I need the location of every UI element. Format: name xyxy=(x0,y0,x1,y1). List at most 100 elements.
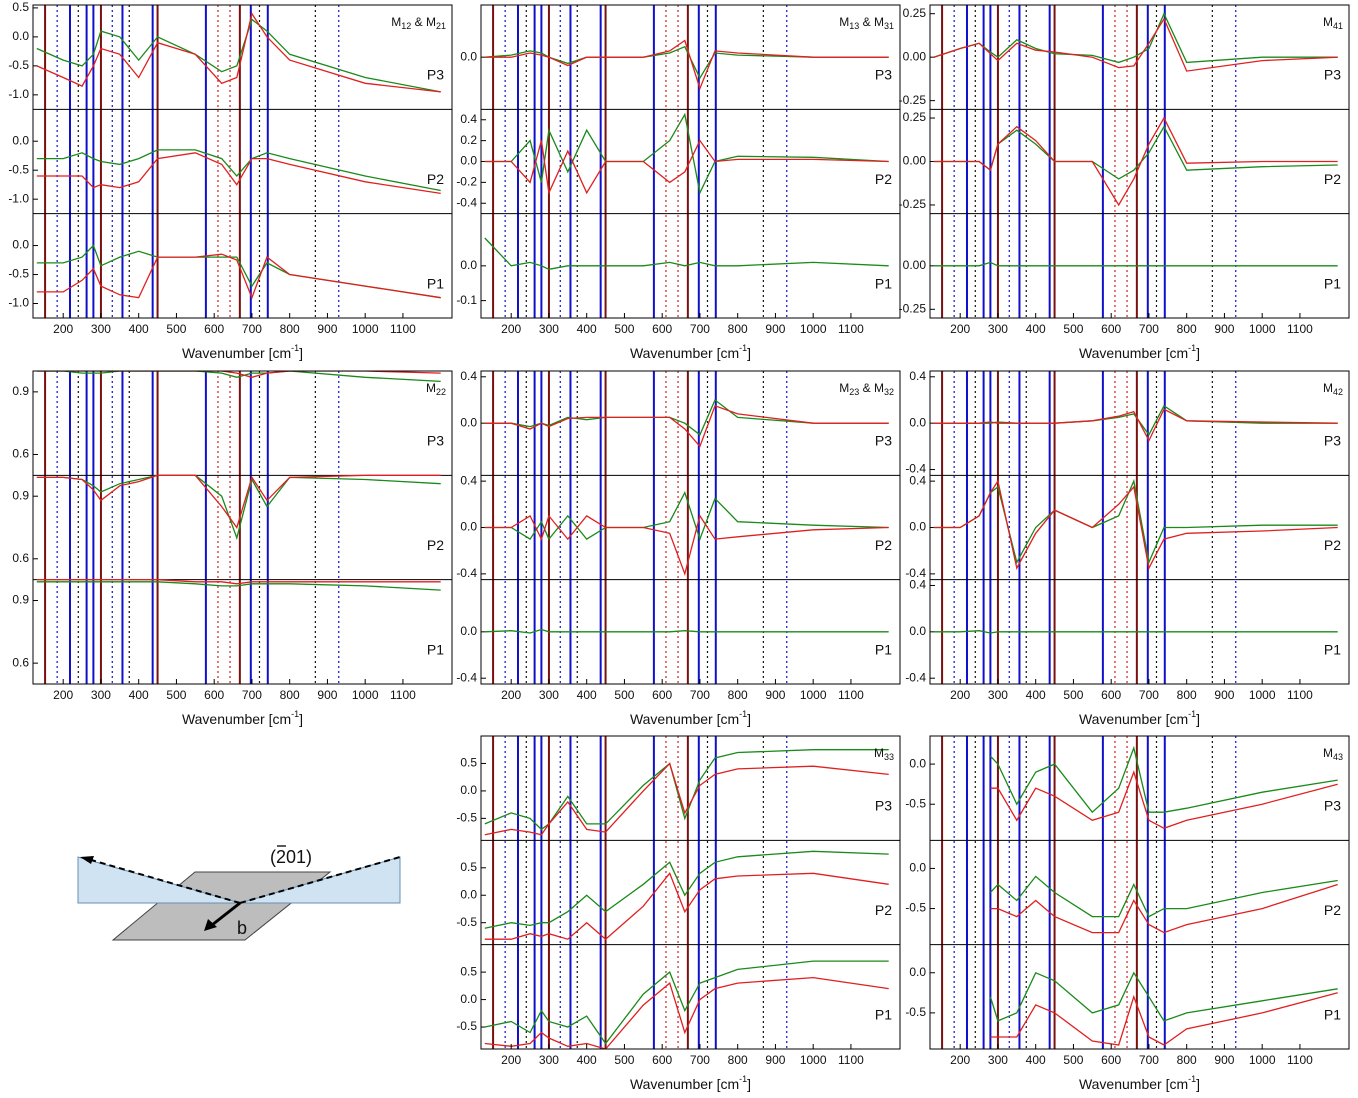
y-tick-label: 0.0 xyxy=(12,133,29,147)
y-tick-label: 0.4 xyxy=(460,112,477,126)
y-tick-label: 0.0 xyxy=(460,624,477,638)
y-tick-label: 0.00 xyxy=(903,258,927,272)
x-tick-label: 800 xyxy=(1177,688,1197,702)
x-tick-label: 900 xyxy=(1214,688,1234,702)
x-tick-label: 300 xyxy=(91,688,111,702)
y-tick-label: 0.4 xyxy=(460,369,477,383)
panel-title: M42 xyxy=(1323,381,1343,397)
arrow-head xyxy=(80,856,94,864)
y-tick-label: -1.0 xyxy=(8,296,29,310)
spectrum-line xyxy=(484,139,889,196)
spectrum-line xyxy=(36,581,441,591)
y-tick-label: -0.25 xyxy=(899,197,927,211)
x-tick-label: 900 xyxy=(317,688,337,702)
x-tick-label: 200 xyxy=(501,322,521,336)
x-tick-label: 400 xyxy=(577,1053,597,1067)
x-tick-label: 900 xyxy=(1214,1053,1234,1067)
x-tick-label: 300 xyxy=(539,322,559,336)
y-tick-label: -0.5 xyxy=(456,811,477,825)
y-tick-label: -0.4 xyxy=(905,462,926,476)
x-tick-label: 800 xyxy=(1177,1053,1197,1067)
y-tick-label: 0.0 xyxy=(909,520,926,534)
x-tick-label: 700 xyxy=(690,1053,710,1067)
axis-label: b xyxy=(237,918,247,938)
subplot-label: P1 xyxy=(1324,641,1341,657)
x-tick-label: 900 xyxy=(1214,322,1234,336)
x-tick-label: 400 xyxy=(1026,1053,1046,1067)
x-tick-label: 700 xyxy=(1139,1053,1159,1067)
spectrum-line xyxy=(36,244,441,299)
x-tick-label: 1100 xyxy=(1287,322,1313,336)
x-tick-label: 500 xyxy=(166,688,186,702)
spectrum-line xyxy=(933,478,1338,565)
spectrum-line xyxy=(484,872,889,941)
subplot-label: P2 xyxy=(427,537,444,553)
x-tick-label: 200 xyxy=(501,688,521,702)
y-tick-label: 0.25 xyxy=(903,6,927,20)
spectrum-line xyxy=(933,12,1338,64)
subplot-label: P2 xyxy=(1324,171,1341,187)
subplot-label: P1 xyxy=(875,275,892,291)
x-tick-label: 1000 xyxy=(352,688,379,702)
y-tick-label: 0.0 xyxy=(12,29,29,43)
spectrum-line xyxy=(484,112,889,195)
x-tick-label: 400 xyxy=(1026,322,1046,336)
chart-panel: 0.5 0.0 -0.5 P3 0.5 0.0 -0.5 P2 0.5 0.0 -0.5 P1 M33 2… xyxy=(456,735,901,1092)
subplot-label: P3 xyxy=(875,67,892,83)
y-tick-label: -0.25 xyxy=(899,93,927,107)
x-tick-label: 1000 xyxy=(800,1053,827,1067)
spectrum-line xyxy=(989,745,1338,814)
panel-title: M33 xyxy=(874,746,894,762)
y-tick-label: 0.5 xyxy=(12,0,29,14)
x-axis-label: Wavenumber [cm-1] xyxy=(1079,709,1200,726)
spectrum-line xyxy=(36,152,441,195)
chart-panel: 0.0 -0.5 P3 0.0 -0.5 P2 0.0 -0.5 P1 M43 200 300 400 5… xyxy=(905,735,1350,1092)
x-tick-label: 300 xyxy=(539,1053,559,1067)
x-tick-label: 300 xyxy=(539,688,559,702)
x-tick-label: 200 xyxy=(950,1053,970,1067)
subplot-label: P3 xyxy=(427,67,444,83)
y-tick-label: -0.5 xyxy=(905,901,926,915)
chart-panel: 0.4 0.0 P3 0.4 0.0 -0.4 P2 0.0 -0.4 P1 M23 & M32 20… xyxy=(456,369,901,727)
y-tick-label: -1.0 xyxy=(8,191,29,205)
spectrum-line xyxy=(36,253,441,300)
spectrum-line xyxy=(484,628,889,634)
spectrum-line xyxy=(484,237,889,270)
y-tick-label: 0.4 xyxy=(909,369,926,383)
subplot-label: P2 xyxy=(875,171,892,187)
y-tick-label: 0.5 xyxy=(460,860,477,874)
x-tick-label: 200 xyxy=(53,688,73,702)
x-tick-label: 1100 xyxy=(1287,1053,1313,1067)
y-tick-label: -0.5 xyxy=(905,796,926,810)
y-tick-label: 0.9 xyxy=(12,593,29,607)
spectrum-line xyxy=(933,479,1338,571)
panel-title: M12 & M21 xyxy=(391,15,446,31)
subplot-label: P1 xyxy=(427,275,444,291)
x-tick-label: 200 xyxy=(501,1053,521,1067)
y-tick-label: 0.0 xyxy=(909,965,926,979)
plot-frame xyxy=(32,370,453,685)
x-axis-label: Wavenumber [cm-1] xyxy=(630,1074,751,1091)
x-tick-label: 600 xyxy=(1101,1053,1121,1067)
arrow-head xyxy=(204,919,217,931)
spectrum-line xyxy=(990,770,1338,830)
x-tick-label: 600 xyxy=(1101,688,1121,702)
x-tick-label: 600 xyxy=(204,322,224,336)
x-tick-label: 1000 xyxy=(352,322,379,336)
x-axis-label: Wavenumber [cm-1] xyxy=(1079,1074,1200,1091)
spectrum-line xyxy=(989,875,1338,918)
y-tick-label: 0.4 xyxy=(909,578,926,592)
subplot-label: P2 xyxy=(875,902,892,918)
x-tick-label: 500 xyxy=(166,322,186,336)
panel-title: M41 xyxy=(1323,15,1343,31)
y-tick-label: -0.25 xyxy=(899,301,927,315)
spectrum-line xyxy=(36,474,441,541)
x-tick-label: 200 xyxy=(950,688,970,702)
panel-title: M22 xyxy=(426,381,446,397)
x-tick-label: 200 xyxy=(53,322,73,336)
spectrum-line xyxy=(933,261,1338,267)
subplot-label: P1 xyxy=(875,641,892,657)
x-tick-label: 1100 xyxy=(1287,688,1313,702)
x-tick-label: 400 xyxy=(129,688,149,702)
